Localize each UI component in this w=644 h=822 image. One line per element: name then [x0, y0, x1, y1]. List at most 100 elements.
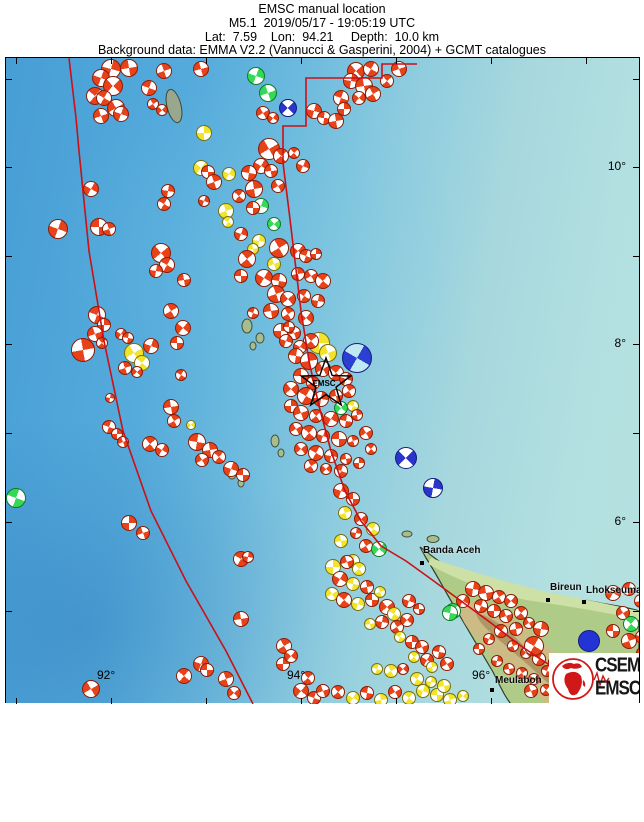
focal-mechanism-b	[279, 99, 297, 117]
focal-mechanism-r	[206, 174, 222, 190]
focal-mechanism-r	[234, 269, 248, 283]
focal-mechanism-r	[622, 582, 636, 596]
focal-mechanism-r	[388, 685, 402, 699]
longitude-label: 92°	[97, 668, 116, 682]
focal-mechanism-r	[82, 680, 100, 698]
focal-mechanism-y	[408, 651, 420, 663]
focal-mechanism-c	[342, 343, 372, 373]
focal-mechanism-r	[353, 457, 365, 469]
focal-mechanism-y	[371, 663, 383, 675]
focal-mechanism-r	[281, 307, 295, 321]
focal-mechanism-r	[293, 405, 309, 421]
epicenter-label: EMSC	[312, 379, 335, 388]
focal-mechanism-r	[177, 273, 191, 287]
focal-mechanism-r	[176, 668, 192, 684]
focal-mechanism-r	[155, 443, 169, 457]
focal-mechanism-r	[347, 435, 359, 447]
focal-mechanism-y	[443, 693, 457, 704]
focal-mechanism-r	[149, 264, 163, 278]
focal-mechanism-y	[374, 693, 388, 704]
focal-mechanism-r	[175, 369, 187, 381]
focal-mechanism-r	[509, 622, 523, 636]
graticule-tick	[6, 344, 12, 345]
focal-mechanism-r	[269, 238, 289, 258]
focal-mechanism-r	[283, 321, 295, 333]
focal-mechanism-B	[578, 630, 600, 652]
focal-mechanism-y	[319, 344, 337, 362]
focal-mechanism-r	[350, 527, 362, 539]
focal-mechanism-r	[342, 384, 356, 398]
city-marker	[420, 561, 424, 565]
city-marker	[490, 688, 494, 692]
longitude-label: 94°	[287, 668, 306, 682]
focal-mechanism-r	[267, 112, 279, 124]
focal-mechanism-y	[222, 167, 236, 181]
focal-mechanism-r	[71, 338, 95, 362]
longitude-label: 96°	[472, 668, 491, 682]
focal-mechanism-r	[93, 108, 109, 124]
focal-mechanism-r	[309, 409, 323, 423]
focal-mechanism-r	[331, 685, 345, 699]
focal-mechanism-r	[413, 603, 425, 615]
focal-mechanism-r	[238, 250, 256, 268]
focal-mechanism-r	[264, 164, 278, 178]
graticule-tick	[301, 58, 302, 64]
focal-mechanism-r	[315, 273, 331, 289]
focal-mechanism-r	[242, 551, 254, 563]
focal-mechanism-r	[380, 74, 394, 88]
focal-mechanism-y	[346, 691, 360, 704]
city-marker	[546, 598, 550, 602]
focal-mechanism-r	[397, 663, 409, 675]
focal-mechanism-r	[163, 303, 179, 319]
graticule-tick	[301, 698, 302, 704]
graticule-tick	[633, 611, 639, 612]
focal-mechanism-r	[296, 159, 310, 173]
city-label: Banda Aceh	[423, 545, 481, 556]
focal-mechanism-r	[193, 61, 209, 77]
graticule-tick	[633, 79, 639, 80]
map-labels: 10° 8° 6° 92° 94° 96° Banda Aceh Bireun Lhokseum…	[6, 58, 639, 704]
focal-mechanism-r	[245, 180, 263, 198]
focal-mechanism-r	[499, 609, 513, 623]
focal-mechanism-r	[331, 431, 347, 447]
logo-text-emsc: EMSC	[595, 677, 640, 700]
city-marker	[582, 600, 586, 604]
graticule-tick	[396, 58, 397, 64]
graticule-tick	[111, 698, 112, 704]
focal-mechanism-r	[227, 686, 241, 700]
focal-mechanism-r	[156, 63, 172, 79]
focal-mechanism-y	[425, 676, 437, 688]
graticule-tick	[206, 698, 207, 704]
focal-mechanism-r	[297, 289, 311, 303]
focal-mechanism-r	[333, 483, 349, 499]
city-label: Lhokseumawe	[586, 585, 639, 596]
graticule-tick	[16, 698, 17, 704]
focal-mechanism-r	[218, 671, 234, 687]
focal-mechanism-r	[284, 649, 298, 663]
focal-mechanism-b	[395, 447, 417, 469]
focal-mechanism-r	[365, 443, 377, 455]
graticule-tick	[633, 344, 639, 345]
focal-mechanism-y	[457, 690, 469, 702]
legend-panel: Depth D <= 40 km40 < D <= 80 km80 < D <=…	[0, 703, 644, 822]
focal-mechanism-y	[410, 672, 424, 686]
focal-mechanism-r	[621, 633, 637, 649]
graticule-tick	[6, 522, 12, 523]
focal-mechanism-r	[288, 147, 300, 159]
island-small-4	[270, 434, 280, 448]
focal-mechanism-y	[352, 562, 366, 576]
focal-mechanism-r	[102, 222, 116, 236]
focal-mechanism-r	[440, 657, 454, 671]
focal-mechanism-r	[311, 294, 325, 308]
focal-mechanism-r	[157, 197, 171, 211]
focal-mechanism-y	[426, 661, 438, 673]
focal-mechanism-r	[141, 80, 157, 96]
city-label: Meulaboh	[495, 675, 542, 686]
focal-mechanism-r	[606, 624, 620, 638]
focal-mechanism-y	[267, 257, 281, 271]
focal-mechanism-r	[304, 459, 318, 473]
focal-mechanism-r	[340, 555, 354, 569]
graticule-tick	[633, 256, 639, 257]
focal-mechanism-y	[196, 125, 212, 141]
